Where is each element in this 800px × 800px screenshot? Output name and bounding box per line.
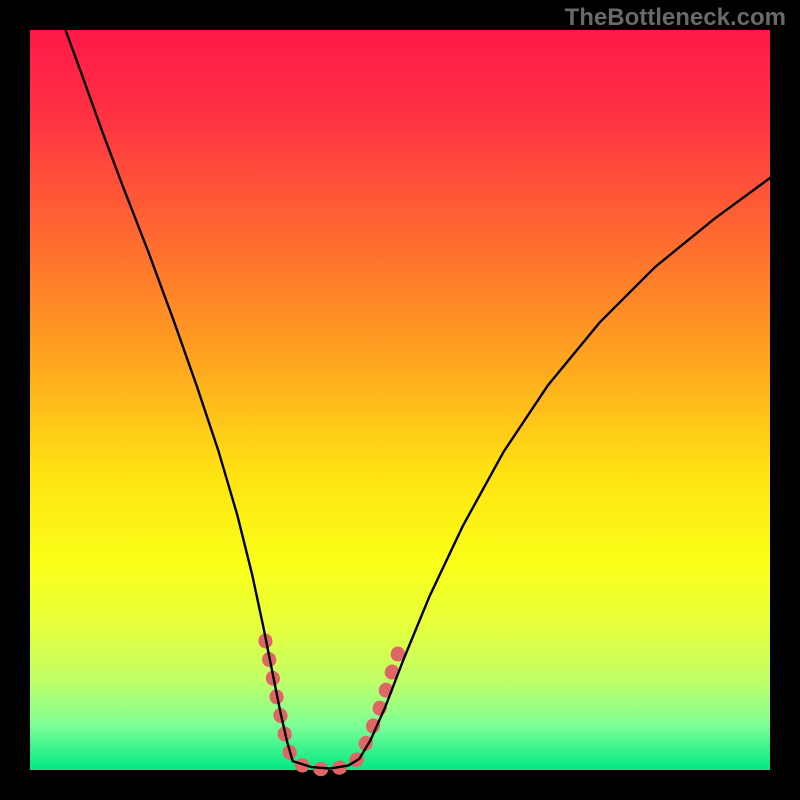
bottleneck-chart bbox=[0, 0, 800, 800]
chart-stage: TheBottleneck.com bbox=[0, 0, 800, 800]
